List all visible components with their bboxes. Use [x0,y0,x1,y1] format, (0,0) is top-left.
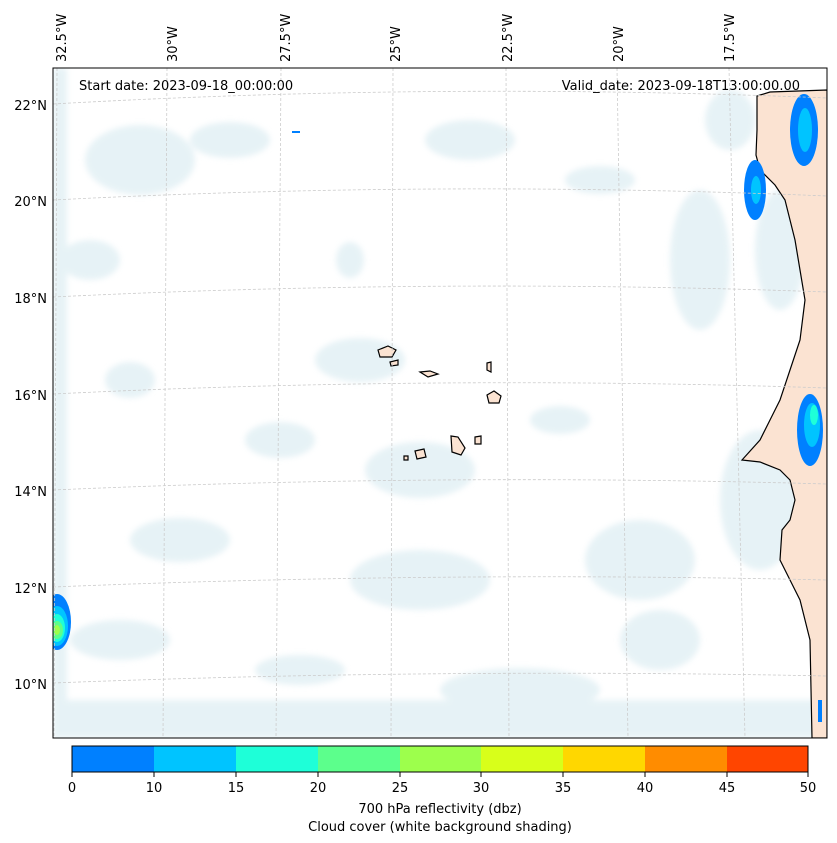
lon-tick-label: 27.5°W [279,14,294,62]
lat-tick-label: 14°N [14,485,47,500]
colorbar-segment [236,746,318,772]
colorbar-frame [71,745,809,773]
map-frame [52,67,828,739]
africa-land [740,89,827,738]
valid-date-label: Valid_date: 2023-09-18T13:00:00.00 [562,79,800,94]
lat-tick-label: 12°N [14,582,47,597]
colorbar-segment [72,746,154,772]
colorbar-segment [645,746,727,772]
lon-tick-label: 20°W [612,26,627,62]
colorbar: 0 10 15 20 25 30 35 40 45 50 700 hPa ref… [68,745,817,835]
lon-tick-label: 25°W [389,26,404,62]
colorbar-tick-label: 0 [68,781,76,796]
colorbar-segment [481,746,563,772]
lon-tick-label: 17.5°W [723,14,738,62]
colorbar-tick-label: 25 [392,781,409,796]
cape-verde-islands [377,345,502,461]
colorbar-tick-label: 15 [228,781,245,796]
colorbar-tick-label: 10 [146,781,163,796]
graticule [53,68,827,738]
colorbar-segment [318,746,400,772]
colorbar-tick-label: 20 [310,781,327,796]
colorbar-tick-label: 35 [555,781,572,796]
colorbar-tick-label: 30 [473,781,490,796]
colorbar-segment [727,746,808,772]
reflectivity-echoes [53,94,823,722]
colorbar-tick-label: 50 [800,781,817,796]
lat-tick-label: 20°N [14,195,47,210]
lat-tick-label: 22°N [14,99,47,114]
lat-tick-label: 10°N [14,678,47,693]
longitude-axis: 32.5°W 30°W 27.5°W 25°W 22.5°W 20°W 17.5… [55,14,738,62]
latitude-axis: 22°N 20°N 18°N 16°N 14°N 12°N 10°N [14,99,47,693]
colorbar-segment [154,746,236,772]
colorbar-tick-label: 45 [719,781,736,796]
colorbar-tick-label: 40 [637,781,654,796]
colorbar-segment [400,746,481,772]
colorbar-subtitle: Cloud cover (white background shading) [308,820,572,835]
start-date-label: Start date: 2023-09-18_00:00:00 [79,79,293,94]
lon-tick-label: 22.5°W [501,14,516,62]
lon-tick-label: 30°W [166,26,181,62]
map-panel[interactable]: Start date: 2023-09-18_00:00:00 Valid_da… [43,68,827,738]
colorbar-segment [563,746,645,772]
lat-tick-label: 16°N [14,389,47,404]
lon-tick-label: 32.5°W [55,14,70,62]
colorbar-title: 700 hPa reflectivity (dbz) [358,802,521,817]
lat-tick-label: 18°N [14,292,47,307]
